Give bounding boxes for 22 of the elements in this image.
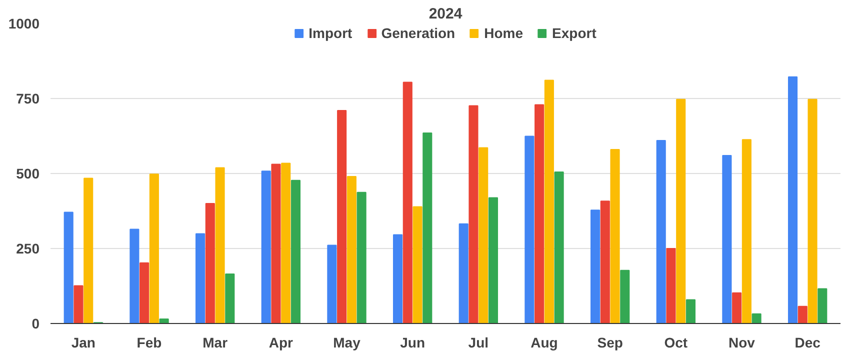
x-tick-label: Mar: [202, 334, 228, 350]
x-tick-label: Jan: [71, 334, 96, 350]
x-tick-label: Apr: [268, 334, 294, 350]
y-tick-label: 1000: [8, 16, 40, 32]
y-tick-label: 750: [16, 90, 40, 106]
legend-label: Generation: [381, 25, 456, 41]
x-tick-label: Jul: [468, 334, 489, 350]
x-tick-label: Sep: [597, 334, 623, 350]
x-tick-label: Feb: [136, 334, 162, 350]
y-tick-label: 250: [16, 240, 40, 256]
legend-label: Import: [308, 25, 352, 41]
legend-label: Home: [484, 25, 524, 41]
legend-label: Export: [552, 25, 596, 41]
x-tick-label: Nov: [728, 334, 756, 350]
y-tick-label: 500: [16, 166, 40, 182]
x-tick-label: May: [333, 334, 361, 350]
x-tick-label: Oct: [664, 334, 688, 350]
x-tick-label: Dec: [794, 334, 821, 350]
chart-title: 2024: [428, 6, 463, 22]
y-tick-label: 0: [32, 316, 40, 332]
x-tick-label: Jun: [400, 334, 426, 350]
x-tick-label: Aug: [530, 334, 558, 350]
